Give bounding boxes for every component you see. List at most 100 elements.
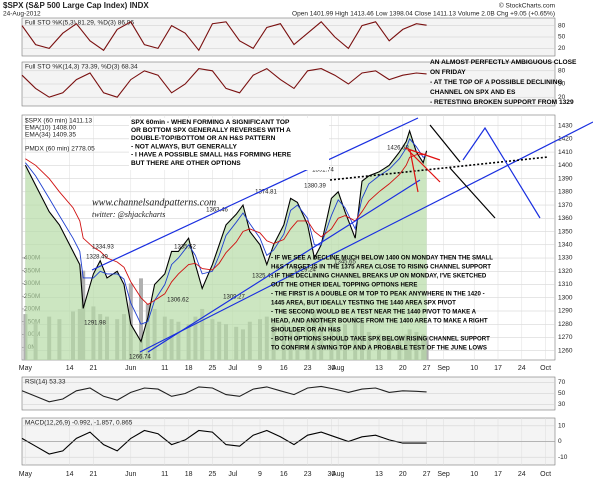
y-tick-label: 1260 <box>558 347 573 354</box>
y-tick-label: 1330 <box>558 255 573 262</box>
x-tick-label: Oct <box>540 471 551 478</box>
price-area <box>25 130 427 360</box>
x-tick-label: 27 <box>423 365 431 372</box>
point-label: 1329.24 <box>294 268 316 274</box>
note: SHOULDER OR AN H&S <box>271 327 341 334</box>
x-tick-label: 24 <box>518 365 526 372</box>
x-tick-label: Oct <box>540 365 551 372</box>
x-tick-label: 20 <box>399 365 407 372</box>
point-label: 1391.74 <box>312 168 334 174</box>
x-tick-label: 27 <box>423 471 431 478</box>
x-tick-label: Sep <box>437 365 450 372</box>
y-tick-label: 1390 <box>558 175 573 182</box>
x-tick-label: 17 <box>494 471 502 478</box>
panel-title: Full STO %K(5,3) 81.29, %D(3) 86.96 <box>25 20 134 27</box>
source: © StockCharts.com <box>499 2 555 10</box>
x-tick-label: May <box>19 365 33 372</box>
series-line <box>21 67 427 98</box>
note: - RETESTING BROKEN SUPPORT FROM 1329 <box>430 99 574 106</box>
x-tick-label: 25 <box>209 471 217 478</box>
y-tick-label: 10 <box>558 423 566 430</box>
trend-line <box>449 167 496 219</box>
x-tick-label: 23 <box>304 471 312 478</box>
x-tick-label: 21 <box>90 471 98 478</box>
y-tick-label: 1350 <box>558 228 573 235</box>
note: BUT THERE ARE OTHER OPTIONS <box>131 160 241 167</box>
y-tick-label: 70 <box>558 379 566 386</box>
y-tick-label: 80 <box>558 22 566 29</box>
x-tick-label: May <box>19 471 33 478</box>
y-tick-label: 1360 <box>558 215 573 222</box>
note: TO CONFIRM A SWING TOP AND A PROBABLE TE… <box>271 345 487 352</box>
note: - NOT ALWAYS, BUT GENERALLY <box>131 143 237 150</box>
x-tick-label: 10 <box>470 471 478 478</box>
x-tick-label: 13 <box>375 365 383 372</box>
series-line <box>21 429 427 455</box>
volume-bar <box>139 278 143 360</box>
trend-line <box>329 156 549 181</box>
x-tick-label: 30 <box>328 365 336 372</box>
x-tick-label: Jun <box>125 365 136 372</box>
y-tick-label: 80 <box>558 68 566 75</box>
note: - BOTH OPTIONS SHOULD TAKE SPX BELOW RIS… <box>271 336 490 343</box>
point-label: 1363.46 <box>206 208 228 214</box>
x-tick-label: 11 <box>161 365 168 372</box>
x-tick-label: 21 <box>90 365 98 372</box>
trend-line <box>404 147 441 161</box>
x-tick-label: 23 <box>304 365 312 372</box>
note-box <box>129 118 329 170</box>
x-tick-label: 9 <box>258 365 262 372</box>
point-label: 1266.74 <box>129 355 151 361</box>
y-tick-label: 1400 <box>558 162 573 169</box>
note: CHANNEL ON SPX AND ES <box>430 89 516 96</box>
x-tick-label: Sep <box>437 471 450 478</box>
note: AN ALMOST PERFECTLY AMBIGUOUS CLOSE <box>430 59 577 66</box>
panel-title: MACD(12,26,9) -0.992, -1.857, 0.865 <box>25 420 133 427</box>
point-label: 1380.39 <box>304 184 326 190</box>
date: 24-Aug-2012 <box>3 11 41 18</box>
x-tick-label: 16 <box>280 365 288 372</box>
y-tick-label: 20 <box>558 94 566 101</box>
point-label: 1291.98 <box>84 321 106 327</box>
x-tick-label: 14 <box>66 365 74 372</box>
x-tick-label: 18 <box>185 365 193 372</box>
x-tick-label: 20 <box>399 471 407 478</box>
y-tick-label: 0 <box>558 438 562 445</box>
y-tick-label: 1380 <box>558 189 573 196</box>
series-line <box>21 385 427 403</box>
y-tick-label: 1270 <box>558 334 573 341</box>
x-tick-label: 10 <box>470 365 478 372</box>
y-tick-label: 50 <box>558 81 566 88</box>
note: H&S TARGET IS IN THE 1375 AREA CLOSE TO … <box>271 264 491 271</box>
point-label: 1335.52 <box>174 245 196 251</box>
trend-line <box>407 149 441 183</box>
note: - AT THE TOP OF A POSSIBLE DECLINING <box>430 79 563 86</box>
x-tick-label: 30 <box>328 471 336 478</box>
x-tick-label: Aug <box>332 471 345 478</box>
y-tick-label: -10 <box>558 454 568 461</box>
x-tick-label: Jun <box>125 471 136 478</box>
note: - THE FIRST IS A DOUBLE OR M TOP TO PEAK… <box>271 291 485 298</box>
note: 1445 AREA, BUT IDEALLY TESTING THE 1440 … <box>271 300 456 307</box>
watermark: twitter: @shjackcharts <box>92 210 165 219</box>
quote: Open 1401.99 High 1413.46 Low 1398.04 Cl… <box>292 11 555 18</box>
note: - THE SECOND WOULD BE A TEST NEAR THE 14… <box>271 309 477 316</box>
point-label: 1334.93 <box>92 245 114 251</box>
watermark: www.channelsandpatterns.com <box>92 197 216 208</box>
y-tick-label: 1280 <box>558 321 573 328</box>
x-tick-label: 11 <box>161 471 168 478</box>
x-tick-label: 25 <box>209 365 217 372</box>
y-tick-label: 50 <box>558 390 566 397</box>
point-label: 1328.49 <box>86 255 108 261</box>
x-tick-label: 13 <box>375 471 383 478</box>
note: ON FRIDAY <box>430 69 466 76</box>
x-tick-label: 16 <box>280 471 288 478</box>
note: SPX 60min - WHEN FORMING A SIGNIFICANT T… <box>131 119 290 126</box>
trend-line <box>429 124 461 163</box>
trend-line <box>91 117 419 271</box>
trend-line <box>409 149 419 193</box>
x-tick-label: Jul <box>228 471 237 478</box>
panel-title: RSI(14) 53.33 <box>25 379 66 386</box>
legend-entry: EMA(10) 1408.00 <box>25 125 76 132</box>
